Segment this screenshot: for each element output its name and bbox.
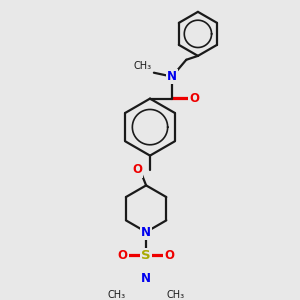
Text: N: N (141, 226, 151, 238)
Text: O: O (164, 249, 174, 262)
Text: O: O (118, 249, 128, 262)
Text: CH₃: CH₃ (167, 290, 185, 300)
Text: O: O (189, 92, 199, 105)
Text: S: S (141, 249, 151, 262)
Text: O: O (132, 164, 142, 176)
Text: N: N (141, 272, 151, 285)
Text: CH₃: CH₃ (107, 290, 125, 300)
Text: CH₃: CH₃ (134, 61, 152, 71)
Text: N: N (167, 70, 177, 83)
